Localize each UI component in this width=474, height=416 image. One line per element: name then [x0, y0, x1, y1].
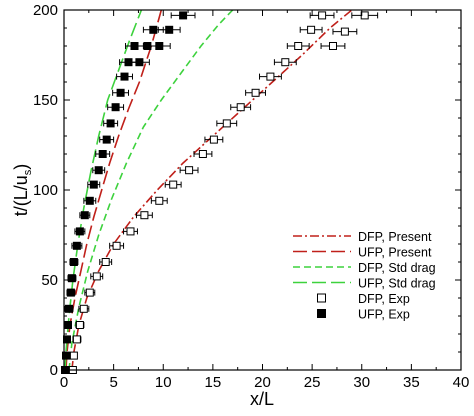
data-point-ufp-exp — [165, 25, 174, 34]
y-axis-label-main: t/(L/u — [11, 175, 31, 216]
data-point-ufp-exp — [75, 227, 84, 236]
data-point-dfp-exp — [360, 11, 369, 20]
data-point-ufp-exp — [85, 196, 94, 205]
data-point-ufp-exp — [69, 258, 78, 266]
x-tick-label: 30 — [353, 374, 370, 391]
y-axis-label-subscript: s — [22, 169, 34, 175]
legend-label-dfp-std-drag: DFP, Std drag — [358, 261, 436, 275]
data-point-ufp-exp — [149, 25, 158, 34]
data-point-ufp-exp — [120, 72, 129, 81]
ticks-layer: 0 5 10 15 20 25 30 35 40 0 50 100 150 200 — [33, 2, 469, 391]
x-tick-label: 20 — [254, 374, 271, 391]
y-tick-label: 200 — [33, 2, 58, 19]
data-point-dfp-exp — [318, 11, 327, 20]
data-point-ufp-exp — [135, 58, 144, 67]
data-point-dfp-exp — [307, 25, 316, 34]
legend-label-dfp-present: DFP, Present — [358, 230, 432, 244]
legend-label-ufp-exp: UFP, Exp — [358, 308, 410, 322]
series-line-dfp-std-drag — [68, 9, 234, 371]
data-point-dfp-exp — [85, 288, 94, 297]
x-axis-label: x/L — [250, 389, 274, 409]
data-point-dfp-exp — [281, 58, 290, 67]
data-point-ufp-exp — [98, 150, 107, 158]
series-line-dfp-present — [71, 9, 353, 371]
data-point-ufp-exp — [66, 288, 75, 297]
data-point-dfp-exp — [126, 227, 135, 236]
data-point-dfp-exp — [79, 304, 88, 313]
data-point-dfp-exp — [112, 241, 121, 250]
x-tick-label: 40 — [453, 374, 470, 391]
data-point-ufp-exp — [65, 304, 73, 313]
data-point-dfp-exp — [251, 88, 260, 97]
x-tick-label: 25 — [304, 374, 321, 391]
x-tick-label: 10 — [155, 374, 172, 391]
x-tick-label: 5 — [109, 374, 117, 391]
data-point-dfp-exp — [222, 119, 231, 128]
data-point-dfp-exp — [340, 27, 349, 36]
data-point-dfp-exp — [101, 258, 110, 266]
data-point-ufp-exp — [106, 119, 115, 128]
data-point-dfp-exp — [236, 103, 245, 112]
data-point-dfp-exp — [155, 196, 164, 205]
legend-swatch-ufp-exp — [317, 309, 326, 318]
data-point-ufp-exp — [155, 42, 164, 50]
data-point-dfp-exp — [198, 150, 207, 158]
data-point-dfp-exp — [92, 272, 101, 281]
y-tick-label: 50 — [41, 272, 58, 289]
data-point-dfp-exp — [169, 180, 178, 189]
data-point-ufp-exp — [72, 241, 81, 250]
data-point-dfp-exp — [185, 166, 194, 175]
data-point-ufp-exp — [102, 135, 111, 144]
data-point-dfp-exp — [75, 321, 84, 329]
legend-label-dfp-exp: DFP, Exp — [358, 292, 410, 306]
data-point-ufp-exp — [89, 180, 98, 189]
series-layer — [61, 9, 379, 374]
data-point-ufp-exp — [67, 274, 76, 283]
legend-label-ufp-present: UFP, Present — [358, 246, 432, 260]
data-point-ufp-exp — [111, 103, 120, 112]
y-axis-label: t/(L/us) — [11, 164, 34, 217]
data-point-ufp-exp — [179, 11, 188, 20]
data-point-dfp-exp — [72, 335, 81, 344]
y-tick-label: 150 — [33, 92, 58, 109]
data-point-dfp-exp — [329, 42, 337, 50]
data-point-dfp-exp — [69, 351, 78, 360]
y-tick-label: 0 — [50, 362, 58, 379]
data-point-dfp-exp — [209, 135, 218, 144]
series-line-ufp-present — [65, 9, 163, 371]
x-tick-label: 35 — [403, 374, 420, 391]
data-point-dfp-exp — [266, 72, 275, 81]
legend-swatch-dfp-exp — [317, 293, 326, 303]
data-point-ufp-exp — [64, 321, 72, 329]
legend-label-ufp-std-drag: UFP, Std drag — [358, 277, 436, 291]
x-tick-label: 15 — [205, 374, 222, 391]
data-point-ufp-exp — [94, 166, 103, 175]
data-point-dfp-exp — [140, 211, 149, 220]
y-axis-label-close: ) — [11, 164, 31, 170]
data-point-ufp-exp — [116, 88, 125, 97]
y-tick-label: 100 — [33, 182, 58, 199]
x-tick-label: 0 — [60, 374, 68, 391]
data-point-ufp-exp — [80, 211, 89, 220]
data-point-dfp-exp — [294, 42, 303, 50]
